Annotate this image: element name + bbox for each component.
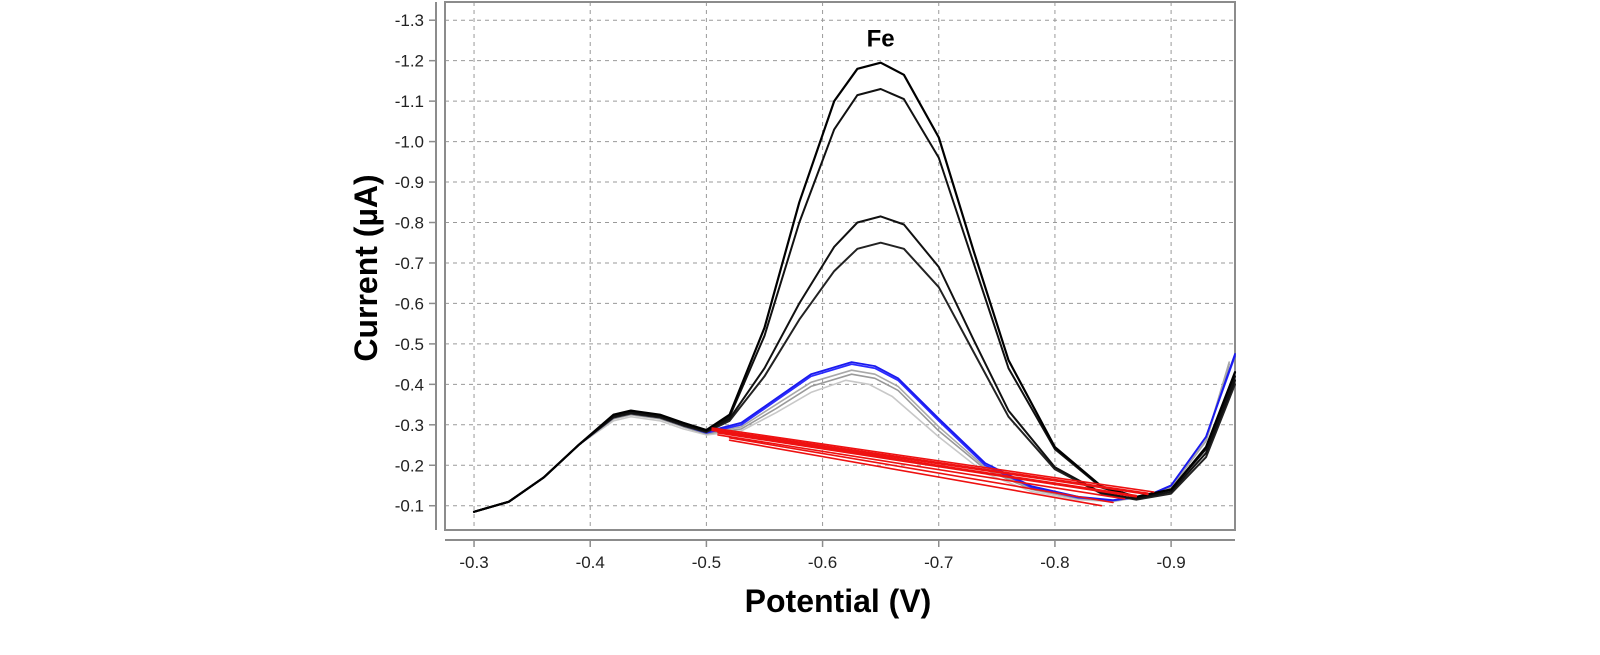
x-tick-label: -0.9 — [1156, 553, 1185, 572]
x-axis-title: Potential (V) — [745, 583, 932, 619]
series-line-10 — [728, 439, 1103, 507]
series-line-12 — [717, 434, 1126, 500]
y-tick-label: -0.9 — [395, 173, 424, 192]
x-tick-label: -0.8 — [1040, 553, 1069, 572]
series-line-6 — [473, 241, 1236, 513]
series-line-5 — [473, 353, 1236, 513]
plot-border — [444, 1, 1236, 531]
x-tick-label: -0.4 — [576, 553, 605, 572]
y-tick-label: -0.6 — [395, 294, 424, 313]
y-tick-label: -1.1 — [395, 92, 424, 111]
y-tick-label: -0.2 — [395, 456, 424, 475]
y-tick-label: -1.0 — [395, 133, 424, 152]
y-tick-label: -1.3 — [395, 11, 424, 30]
x-tick-label: -0.3 — [459, 553, 488, 572]
series-line-13 — [717, 432, 1138, 498]
y-tick-label: -1.2 — [395, 52, 424, 71]
series-line-9 — [472, 61, 1237, 513]
series-line-17 — [711, 427, 1155, 493]
x-tick-label: -0.5 — [692, 553, 721, 572]
y-tick-label: -0.5 — [395, 335, 424, 354]
y-tick-label: -0.4 — [395, 375, 424, 394]
peak-annotation: Fe — [867, 25, 895, 52]
y-tick-label: -0.1 — [395, 497, 424, 516]
series-line-11 — [728, 436, 1114, 504]
grid — [445, 2, 1235, 530]
series-line-15 — [711, 429, 1149, 496]
plot-frame — [435, 1, 1236, 541]
y-tick-label: -0.7 — [395, 254, 424, 273]
labels: Potential (V) Current (µA) -0.1 -0.2 -0.3 -… — [348, 11, 1186, 619]
y-tick-label: -0.8 — [395, 214, 424, 233]
series-group — [472, 61, 1237, 513]
series-line-16 — [711, 428, 1149, 495]
y-tick-label: -0.3 — [395, 416, 424, 435]
ticks — [429, 19, 1172, 547]
x-tick-label: -0.7 — [924, 553, 953, 572]
x-tick-label: -0.6 — [808, 553, 837, 572]
y-axis-title: Current (µA) — [348, 174, 384, 361]
